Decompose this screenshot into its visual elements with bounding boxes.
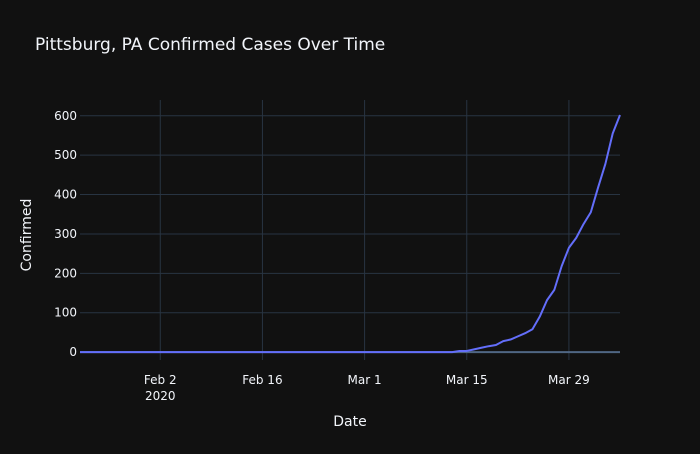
x-tick-label: Feb 16 [242, 373, 282, 387]
chart-title: Pittsburg, PA Confirmed Cases Over Time [35, 35, 385, 55]
x-tick-label: Mar 15 [446, 373, 488, 387]
y-tick-label: 200 [54, 266, 77, 280]
y-tick-label: 100 [54, 306, 77, 320]
y-tick-label: 0 [69, 345, 77, 359]
x-tick-label: Mar 29 [548, 373, 590, 387]
y-tick-label: 600 [54, 109, 77, 123]
x-tick-label: Feb 2 [144, 373, 177, 387]
series-line[interactable] [80, 114, 621, 354]
y-axis-label: Confirmed [19, 199, 35, 272]
x-tick-label: Mar 1 [348, 373, 382, 387]
y-tick-label: 500 [54, 148, 77, 162]
y-tick-label: 300 [54, 227, 77, 241]
series-layer [80, 114, 621, 354]
x-tick-sublabel: 2020 [145, 389, 176, 403]
y-tick-label: 400 [54, 188, 77, 202]
x-axis-label: Date [333, 414, 366, 430]
tick-labels: Feb 2 2020 Feb 16 Mar 1 Mar 15 Mar 29 0 100 200 3… [54, 109, 590, 403]
